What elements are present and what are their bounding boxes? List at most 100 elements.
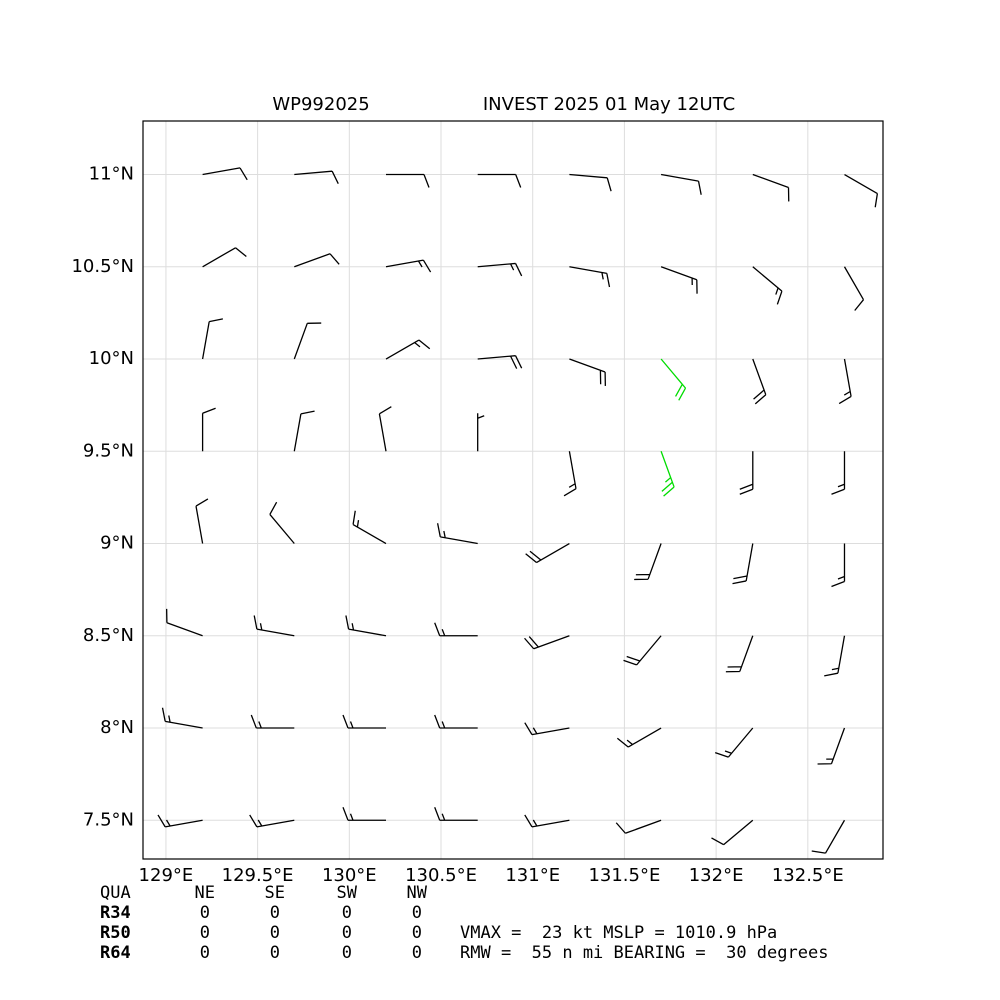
wind-barb — [385, 259, 432, 273]
wind-barb — [345, 615, 387, 637]
table-header: QUA — [100, 883, 131, 903]
wind-barb — [660, 173, 702, 195]
wind-barb — [434, 807, 478, 821]
wind-barb — [352, 510, 387, 545]
row-label: R34 — [100, 903, 131, 923]
table-header: SE — [265, 883, 285, 903]
y-tick-label: 10°N — [89, 348, 134, 369]
table-cell: 0 — [342, 923, 352, 943]
wind-barb — [811, 819, 846, 854]
x-tick-label: 131°E — [505, 865, 560, 886]
wind-barb — [477, 355, 523, 369]
wind-barb — [752, 173, 790, 202]
wind-barb — [477, 173, 522, 188]
storm-id: WP992025 — [272, 94, 369, 115]
plot-frame — [142, 120, 884, 860]
chart-title: INVEST 2025 01 May 12UTC — [483, 94, 735, 115]
wind-barb — [752, 266, 783, 305]
wind-barb — [831, 451, 846, 495]
wind-barb — [817, 727, 846, 765]
wind-barb — [660, 451, 675, 497]
wind-barb — [195, 498, 209, 544]
wind-barb — [201, 318, 223, 360]
wind-barb — [294, 253, 340, 268]
wind-barb — [660, 266, 698, 294]
wind-barb — [634, 543, 662, 581]
wind-barb — [293, 322, 322, 360]
wind-barb — [752, 358, 767, 405]
x-tick-label: 130°E — [322, 865, 377, 886]
table-cell: 0 — [270, 943, 280, 963]
wind-barb — [436, 523, 478, 545]
wind-barb — [824, 635, 846, 677]
wind-barb — [524, 814, 570, 828]
wind-barb — [434, 622, 478, 637]
summary-line: VMAX = 23 kt MSLP = 1010.9 hPa — [460, 923, 777, 943]
wind-barb — [623, 635, 662, 666]
wind-barb — [616, 727, 662, 748]
x-tick-label: 129.5°E — [222, 865, 294, 886]
wind-barb — [342, 807, 386, 821]
table-cell: 0 — [270, 923, 280, 943]
y-tick-label: 11°N — [89, 164, 134, 185]
wind-barb — [385, 173, 430, 188]
grid — [143, 121, 883, 859]
table-header: NE — [195, 883, 215, 903]
wind-barb — [477, 262, 523, 277]
wind-barb — [202, 247, 247, 268]
wind-barb — [477, 413, 485, 452]
table-cell: 0 — [412, 943, 422, 963]
table-header: SW — [337, 883, 358, 903]
wind-barb — [569, 358, 607, 386]
wind-barb — [269, 501, 295, 544]
wind-barb — [157, 814, 203, 828]
wind-barb — [161, 707, 203, 729]
barbs — [157, 167, 879, 854]
wind-barb — [725, 635, 754, 673]
y-tick-label: 9°N — [100, 533, 134, 554]
table-cell: 0 — [200, 923, 210, 943]
wind-barb — [165, 608, 203, 637]
wind-barb — [569, 173, 612, 192]
wind-barb — [739, 451, 754, 495]
y-tick-label: 9.5°N — [83, 440, 134, 461]
wind-barb — [378, 406, 392, 452]
wind-barb — [250, 714, 295, 729]
x-tick-label: 131.5°E — [588, 865, 660, 886]
x-tick-label: 132.5°E — [772, 865, 844, 886]
wind-barb — [434, 714, 478, 729]
wind-barb — [563, 451, 577, 497]
wind-barb — [342, 714, 386, 729]
wind-barb — [524, 722, 570, 736]
wind-barb — [201, 407, 216, 452]
wind-barb — [660, 358, 687, 401]
row-label: R50 — [100, 923, 131, 943]
wind-barb — [732, 543, 754, 585]
wind-barb — [615, 819, 662, 834]
table-cell: 0 — [342, 943, 352, 963]
table-cell: 0 — [342, 903, 352, 923]
y-tick-label: 10.5°N — [71, 256, 134, 277]
wind-barb — [293, 410, 315, 452]
x-tick-label: 132°E — [689, 865, 744, 886]
wind-barb — [711, 819, 754, 846]
wind-barb — [253, 615, 295, 637]
wind-barb — [831, 543, 846, 588]
x-tick-label: 130.5°E — [405, 865, 477, 886]
wind-barb — [249, 814, 295, 828]
wind-barb — [525, 542, 570, 564]
wind-barb — [385, 339, 431, 360]
y-tick-label: 8°N — [100, 717, 134, 738]
summary-line: RMW = 55 n mi BEARING = 30 degrees — [460, 943, 828, 963]
wind-barb — [294, 170, 339, 184]
y-tick-label: 8.5°N — [83, 625, 134, 646]
x-tick-label: 129°E — [139, 865, 194, 886]
y-tick-label: 7.5°N — [83, 809, 134, 830]
table-cell: 0 — [270, 903, 280, 923]
wind-barb — [524, 635, 570, 650]
table-cell: 0 — [200, 943, 210, 963]
wind-barb — [844, 173, 879, 208]
